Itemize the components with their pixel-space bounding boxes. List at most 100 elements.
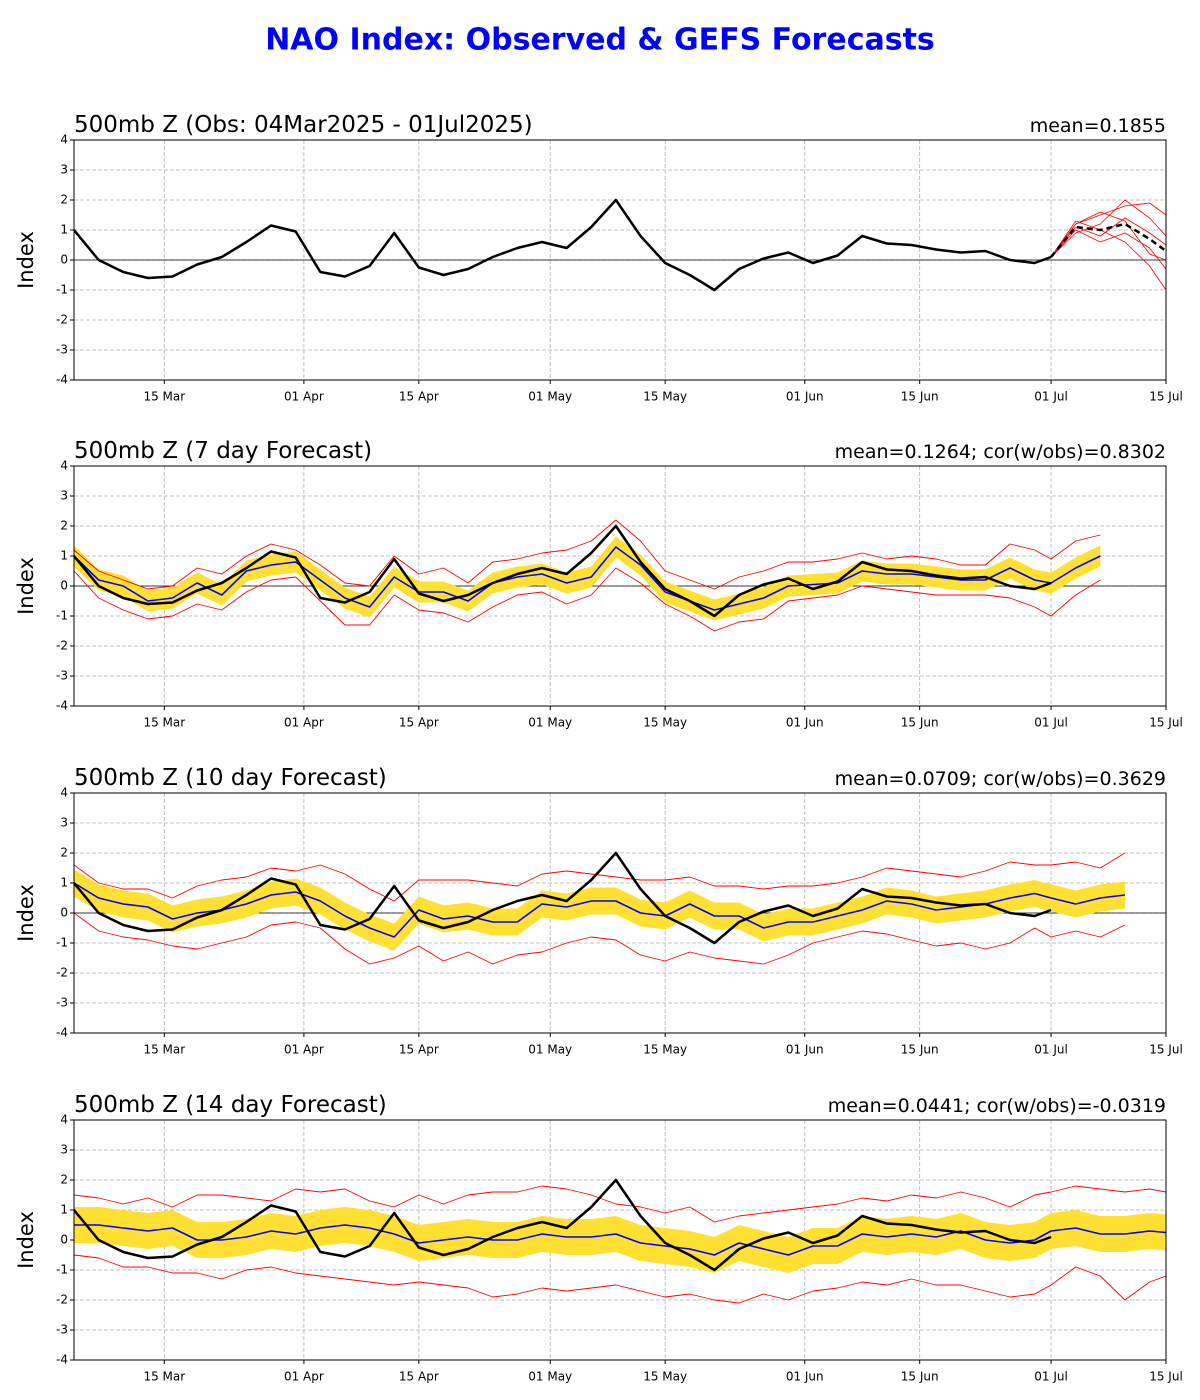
x-tick-label: 01 May bbox=[528, 1370, 572, 1384]
y-tick-label: 1 bbox=[60, 1203, 68, 1217]
y-tick-label: 1 bbox=[60, 223, 68, 237]
x-tick-label: 01 Jul bbox=[1034, 1043, 1068, 1057]
series-line bbox=[74, 1224, 1166, 1256]
series-line bbox=[74, 519, 1101, 590]
series-line bbox=[74, 567, 1101, 632]
series-line bbox=[1050, 217, 1166, 258]
axes-frame bbox=[73, 792, 1167, 1034]
y-tick-label: 0 bbox=[60, 253, 68, 267]
series-line bbox=[74, 546, 1101, 611]
series-line bbox=[74, 198, 1052, 292]
x-tick-label: 01 May bbox=[528, 390, 572, 404]
x-tick-label: 01 May bbox=[528, 1043, 572, 1057]
x-tick-label: 15 Apr bbox=[399, 716, 439, 730]
x-tick-label: 01 Apr bbox=[284, 390, 324, 404]
x-tick-label: 15 Apr bbox=[399, 1043, 439, 1057]
y-tick-label: 2 bbox=[60, 193, 68, 207]
y-tick-label: -1 bbox=[56, 936, 68, 950]
y-tick-label: -3 bbox=[56, 343, 68, 357]
axes-frame bbox=[73, 139, 1167, 381]
x-tick-label: 15 Mar bbox=[143, 1043, 185, 1057]
y-tick-label: -1 bbox=[56, 1263, 68, 1277]
y-tick-label: 2 bbox=[60, 846, 68, 860]
y-tick-label: 4 bbox=[60, 786, 68, 800]
y-axis-label: Index bbox=[14, 1211, 38, 1269]
y-tick-label: -2 bbox=[56, 966, 68, 980]
panel-title: 500mb Z (14 day Forecast) bbox=[74, 1092, 387, 1118]
series-line bbox=[74, 852, 1126, 902]
series-line bbox=[1050, 211, 1166, 261]
panel-title: 500mb Z (10 day Forecast) bbox=[74, 765, 387, 791]
x-tick-label: 15 Jul bbox=[1149, 1043, 1183, 1057]
panel-title: 500mb Z (Obs: 04Mar2025 - 01Jul2025) bbox=[74, 112, 533, 138]
series-line bbox=[1050, 229, 1166, 270]
y-tick-label: 2 bbox=[60, 1173, 68, 1187]
x-tick-label: 01 Jul bbox=[1034, 716, 1068, 730]
x-tick-label: 15 Jul bbox=[1149, 716, 1183, 730]
panel-annotation: mean=0.1264; cor(w/obs)=0.8302 bbox=[835, 441, 1166, 463]
series-line bbox=[74, 912, 1126, 965]
x-tick-label: 01 May bbox=[528, 716, 572, 730]
y-tick-label: 3 bbox=[60, 816, 68, 830]
x-tick-label: 15 May bbox=[643, 390, 687, 404]
y-tick-label: 4 bbox=[60, 459, 68, 473]
series-line bbox=[74, 524, 1052, 618]
y-axis-label: Index bbox=[14, 557, 38, 615]
plot-area bbox=[74, 1178, 1166, 1304]
y-tick-label: 2 bbox=[60, 519, 68, 533]
x-tick-label: 01 Jun bbox=[786, 1370, 824, 1384]
panel-annotation: mean=0.0709; cor(w/obs)=0.3629 bbox=[835, 768, 1166, 790]
y-tick-label: 0 bbox=[60, 579, 68, 593]
x-tick-label: 15 May bbox=[643, 1043, 687, 1057]
panel-annotation: mean=0.1855 bbox=[1030, 115, 1166, 137]
x-tick-label: 15 Jun bbox=[901, 1370, 939, 1384]
y-tick-label: 3 bbox=[60, 163, 68, 177]
plot-area bbox=[74, 851, 1126, 965]
plot-area bbox=[74, 198, 1166, 292]
y-axis-label: Index bbox=[14, 231, 38, 289]
x-tick-label: 01 Apr bbox=[284, 1370, 324, 1384]
series-line bbox=[74, 1178, 1052, 1272]
y-tick-label: -2 bbox=[56, 1293, 68, 1307]
plot-area bbox=[74, 519, 1101, 632]
y-tick-label: -2 bbox=[56, 313, 68, 327]
x-tick-label: 15 Apr bbox=[399, 390, 439, 404]
series-line bbox=[74, 1185, 1166, 1223]
y-tick-label: -1 bbox=[56, 609, 68, 623]
y-tick-label: -3 bbox=[56, 1323, 68, 1337]
y-tick-label: 3 bbox=[60, 489, 68, 503]
x-tick-label: 01 Jul bbox=[1034, 390, 1068, 404]
y-tick-label: -3 bbox=[56, 996, 68, 1010]
x-tick-label: 15 Jun bbox=[901, 1043, 939, 1057]
spread-band bbox=[74, 869, 1125, 951]
axes-frame bbox=[73, 1119, 1167, 1361]
x-tick-label: 15 Mar bbox=[143, 716, 185, 730]
y-tick-label: 4 bbox=[60, 133, 68, 147]
x-tick-label: 15 Mar bbox=[143, 1370, 185, 1384]
series-line bbox=[74, 882, 1126, 938]
x-tick-label: 01 Jun bbox=[786, 390, 824, 404]
x-tick-label: 15 Jul bbox=[1149, 1370, 1183, 1384]
x-tick-label: 01 Jun bbox=[786, 1043, 824, 1057]
y-tick-label: -4 bbox=[56, 699, 68, 713]
series-line bbox=[74, 851, 1052, 945]
y-tick-label: -1 bbox=[56, 283, 68, 297]
series-line bbox=[74, 1254, 1166, 1304]
axes-frame bbox=[73, 465, 1167, 707]
y-axis-label: Index bbox=[14, 884, 38, 942]
x-tick-label: 01 Jul bbox=[1034, 1370, 1068, 1384]
y-tick-label: 1 bbox=[60, 876, 68, 890]
y-tick-label: -4 bbox=[56, 373, 68, 387]
y-tick-label: -2 bbox=[56, 639, 68, 653]
x-tick-label: 15 Apr bbox=[399, 1370, 439, 1384]
figure-title: NAO Index: Observed & GEFS Forecasts bbox=[265, 23, 935, 58]
y-tick-label: -3 bbox=[56, 669, 68, 683]
y-tick-label: 1 bbox=[60, 549, 68, 563]
y-tick-label: -4 bbox=[56, 1353, 68, 1367]
x-tick-label: 15 Jun bbox=[901, 716, 939, 730]
x-tick-label: 15 Mar bbox=[143, 390, 185, 404]
x-tick-label: 01 Apr bbox=[284, 1043, 324, 1057]
spread-band bbox=[74, 1207, 1166, 1273]
series-line bbox=[1050, 220, 1166, 291]
x-tick-label: 15 Jun bbox=[901, 390, 939, 404]
